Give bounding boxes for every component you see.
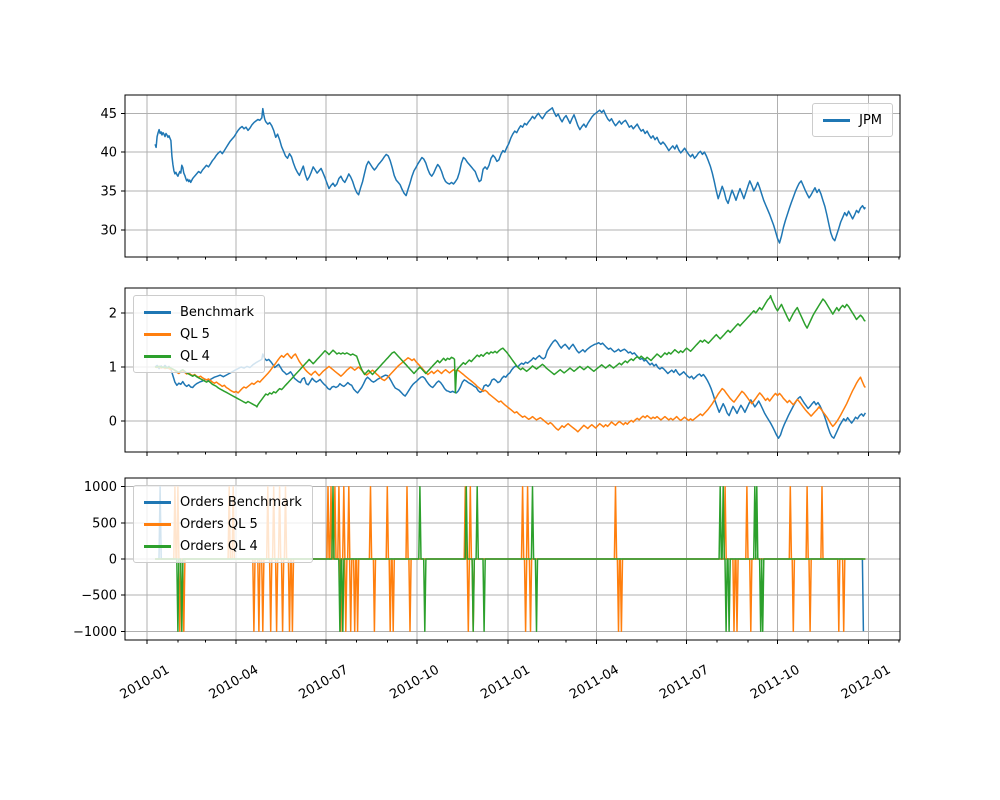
legend-portfolio: Benchmark QL 5 QL 4 xyxy=(133,295,266,373)
legend-orders: Orders Benchmark Orders QL 5 Orders QL 4 xyxy=(133,485,313,563)
legend-line-sample-icon xyxy=(144,354,171,358)
ytick-labels-price: 30 35 40 45 xyxy=(100,107,117,239)
ytick-label: 40 xyxy=(100,146,117,161)
ticks-portfolio-value xyxy=(121,312,900,456)
legend-item-orders-ql-5: Orders QL 5 xyxy=(144,513,302,535)
legend-line-sample-icon xyxy=(144,332,171,336)
legend-item-benchmark: Benchmark xyxy=(144,301,254,323)
legend-item-ql-5: QL 5 xyxy=(144,323,254,345)
legend-line-sample-icon xyxy=(144,500,171,504)
legend-label: QL 5 xyxy=(180,326,210,342)
legend-label: Orders QL 5 xyxy=(180,516,258,532)
ticks-price xyxy=(121,112,900,261)
legend-label: Orders Benchmark xyxy=(180,494,302,510)
legend-line-sample-icon xyxy=(144,522,171,526)
legend-line-sample-icon xyxy=(144,544,171,548)
line-benchmark xyxy=(154,339,867,439)
plot-border-portfolio-value xyxy=(124,287,901,453)
series-group-portfolio-value xyxy=(154,294,867,439)
ytick-labels-portfolio-value: 0 1 2 xyxy=(109,306,117,429)
ytick-label: −1000 xyxy=(73,625,117,640)
line-ql-4 xyxy=(155,294,866,408)
ytick-label: 45 xyxy=(100,107,117,122)
xtick-label: 2011-07 xyxy=(657,662,712,702)
ytick-label: −500 xyxy=(81,589,117,604)
series-group-price xyxy=(154,107,867,244)
xtick-label: 2010-07 xyxy=(296,662,351,702)
ytick-label: 0 xyxy=(109,414,117,429)
xtick-label: 2011-04 xyxy=(567,662,622,702)
xtick-label: 2011-01 xyxy=(478,662,533,702)
legend-label: QL 4 xyxy=(180,348,210,364)
xtick-label: 2010-04 xyxy=(207,662,262,702)
xtick-label: 2011-10 xyxy=(748,662,803,702)
ytick-labels-orders: −1000 −500 0 500 1000 xyxy=(73,480,117,640)
legend-item-jpm: JPM xyxy=(823,109,882,131)
ytick-label: 35 xyxy=(100,184,117,199)
ticks-orders xyxy=(121,486,900,644)
line-orders-ql-4 xyxy=(155,485,866,633)
legend-price: JPM xyxy=(812,103,893,137)
legend-label: Benchmark xyxy=(180,304,255,320)
line-jpm xyxy=(154,107,867,244)
xtick-label: 2010-10 xyxy=(387,662,442,702)
xtick-label: 2010-01 xyxy=(118,662,173,702)
legend-item-orders-benchmark: Orders Benchmark xyxy=(144,491,302,513)
ytick-label: 0 xyxy=(109,553,117,568)
grid-price xyxy=(125,95,900,257)
xtick-labels: 2010-01 2010-04 2010-07 2010-10 2011-01 2011-… xyxy=(118,662,894,702)
legend-item-orders-ql-4: Orders QL 4 xyxy=(144,535,302,557)
ytick-label: 1 xyxy=(109,360,117,375)
line-ql-5 xyxy=(154,352,866,433)
xtick-label: 2012-01 xyxy=(839,662,894,702)
legend-label: JPM xyxy=(859,112,882,128)
legend-item-ql-4: QL 4 xyxy=(144,345,254,367)
ytick-label: 2 xyxy=(109,306,117,321)
ytick-label: 30 xyxy=(100,223,117,238)
plot-border-price xyxy=(124,94,901,258)
legend-line-sample-icon xyxy=(823,118,851,122)
ytick-label: 1000 xyxy=(84,480,117,495)
axes-price: 30 35 40 45 xyxy=(100,94,901,261)
legend-line-sample-icon xyxy=(144,310,171,314)
legend-label: Orders QL 4 xyxy=(180,538,258,554)
ytick-label: 500 xyxy=(92,516,117,531)
